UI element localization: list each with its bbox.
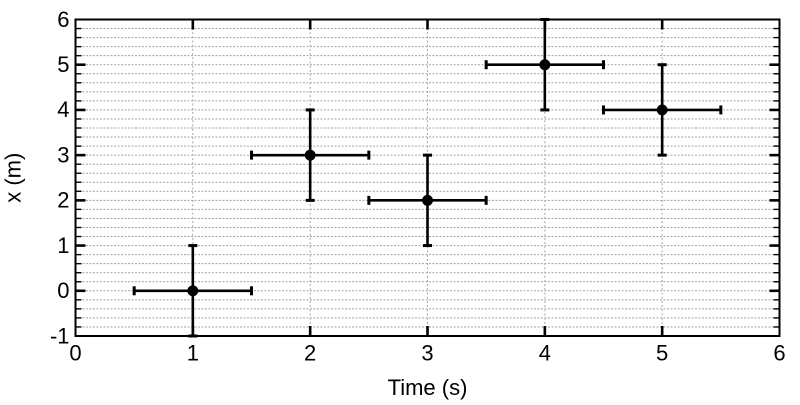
svg-text:Time (s): Time (s): [388, 375, 468, 400]
svg-text:0: 0: [57, 278, 69, 303]
svg-text:4: 4: [539, 341, 551, 366]
svg-text:6: 6: [57, 7, 69, 32]
svg-text:5: 5: [57, 52, 69, 77]
svg-text:6: 6: [773, 341, 785, 366]
svg-text:-1: -1: [50, 323, 70, 348]
svg-text:1: 1: [187, 341, 199, 366]
svg-text:0: 0: [69, 341, 81, 366]
svg-text:2: 2: [304, 341, 316, 366]
svg-text:x (m): x (m): [1, 153, 26, 203]
svg-text:2: 2: [57, 188, 69, 213]
svg-text:4: 4: [57, 97, 69, 122]
svg-text:3: 3: [57, 142, 69, 167]
svg-text:5: 5: [656, 341, 668, 366]
svg-text:3: 3: [421, 341, 433, 366]
svg-text:1: 1: [57, 233, 69, 258]
